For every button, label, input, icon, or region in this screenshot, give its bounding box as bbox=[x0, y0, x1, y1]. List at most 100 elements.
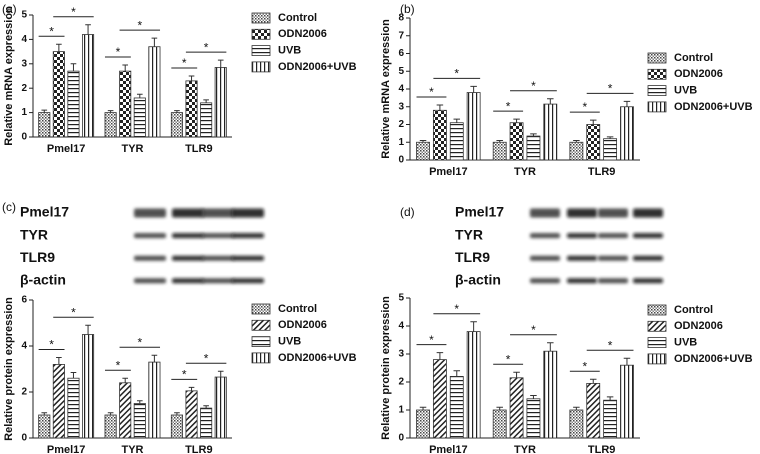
y-tick-label: 5 bbox=[398, 293, 404, 304]
error-bar bbox=[419, 406, 427, 410]
blot-band bbox=[530, 208, 560, 218]
bar bbox=[586, 124, 601, 161]
significance-label: * bbox=[531, 323, 536, 337]
bar bbox=[543, 103, 558, 161]
error-bar bbox=[122, 377, 129, 383]
error-bar bbox=[530, 394, 537, 399]
bar bbox=[119, 382, 132, 439]
legend-swatch bbox=[251, 336, 271, 348]
legend-label: UVB bbox=[674, 85, 697, 97]
bar bbox=[185, 80, 198, 138]
bar bbox=[543, 350, 558, 439]
bar bbox=[509, 122, 524, 161]
bar bbox=[569, 409, 584, 439]
bar bbox=[148, 361, 161, 439]
error-bar bbox=[589, 119, 597, 125]
panel-label: (a) bbox=[2, 2, 17, 16]
y-tick-label: 2 bbox=[21, 387, 27, 398]
blot-label: TYR bbox=[455, 226, 483, 242]
x-tick-label: Pmel17 bbox=[47, 143, 86, 155]
legend-label: ODN2006 bbox=[278, 28, 327, 40]
legend-label: Control bbox=[278, 12, 317, 24]
legend-swatch bbox=[251, 303, 271, 315]
blot-band bbox=[567, 233, 597, 239]
significance-label: * bbox=[204, 351, 209, 365]
blot-label: Pmel17 bbox=[20, 204, 69, 220]
bar bbox=[200, 102, 213, 138]
bar bbox=[214, 67, 227, 138]
bar bbox=[67, 70, 80, 138]
error-bar bbox=[107, 110, 114, 113]
x-tick-label: TYR bbox=[122, 143, 144, 155]
blot-band bbox=[232, 208, 264, 218]
bar bbox=[133, 97, 146, 138]
significance-label: * bbox=[137, 18, 142, 32]
blot-band bbox=[134, 255, 166, 261]
blot-band bbox=[633, 255, 663, 261]
bar bbox=[603, 399, 618, 439]
bar bbox=[449, 375, 464, 439]
significance-label: * bbox=[454, 302, 459, 316]
bar bbox=[466, 331, 481, 439]
legend-swatch bbox=[647, 85, 667, 96]
y-axis-label: Relative protein expression bbox=[380, 296, 392, 440]
blot-band bbox=[567, 208, 597, 218]
legend-swatch bbox=[251, 352, 271, 364]
x-tick-label: TLR9 bbox=[185, 143, 213, 155]
y-tick-label: 6 bbox=[398, 48, 404, 59]
legend-swatch bbox=[251, 319, 271, 331]
bar bbox=[82, 34, 95, 138]
bar bbox=[526, 135, 541, 161]
blot-band bbox=[530, 233, 560, 239]
legend-label: Control bbox=[674, 304, 713, 316]
blot-label: β-actin bbox=[20, 272, 66, 288]
error-bar bbox=[453, 370, 461, 377]
y-tick-label: 0 bbox=[398, 433, 404, 444]
x-tick-label: TLR9 bbox=[185, 444, 213, 454]
error-bar bbox=[589, 378, 597, 384]
bar bbox=[492, 409, 507, 439]
blot-band bbox=[232, 278, 264, 284]
blot-band bbox=[172, 255, 204, 261]
error-bar bbox=[470, 321, 477, 332]
blot-band bbox=[633, 278, 663, 284]
panel-label: (d) bbox=[400, 205, 415, 219]
blot-band bbox=[134, 233, 166, 239]
legend-label: ODN2006 bbox=[674, 68, 723, 80]
significance-label: * bbox=[608, 82, 613, 96]
y-tick-label: 3 bbox=[21, 58, 27, 69]
legend-swatch bbox=[647, 52, 667, 64]
error-bar bbox=[573, 406, 580, 410]
bar bbox=[526, 398, 541, 439]
bar bbox=[52, 363, 65, 439]
error-bar bbox=[188, 386, 195, 391]
bar bbox=[185, 390, 198, 439]
bar bbox=[492, 141, 507, 161]
error-bar bbox=[203, 405, 209, 409]
legend-label: ODN2006+UVB bbox=[278, 61, 357, 73]
error-bar bbox=[547, 98, 554, 105]
error-bar bbox=[530, 133, 537, 137]
error-bar bbox=[470, 85, 477, 93]
blot-band bbox=[598, 208, 628, 218]
panel-label: (b) bbox=[400, 2, 415, 16]
bar bbox=[200, 407, 213, 439]
blot-label: Pmel17 bbox=[455, 204, 504, 220]
bar bbox=[82, 334, 95, 439]
x-tick-label: TYR bbox=[514, 166, 536, 178]
legend-swatch bbox=[647, 304, 667, 316]
error-bar bbox=[107, 412, 114, 415]
error-bar bbox=[606, 136, 614, 139]
error-bar bbox=[151, 354, 158, 363]
y-tick-label: 6 bbox=[21, 295, 27, 306]
blot-band bbox=[202, 278, 234, 284]
legend-swatch bbox=[647, 101, 667, 113]
legend-swatch bbox=[251, 45, 271, 56]
error-bar bbox=[174, 110, 180, 113]
bar bbox=[449, 122, 464, 161]
bar bbox=[133, 403, 146, 439]
legend-swatch bbox=[647, 353, 667, 365]
error-bar bbox=[85, 324, 91, 335]
error-bar bbox=[547, 342, 554, 352]
